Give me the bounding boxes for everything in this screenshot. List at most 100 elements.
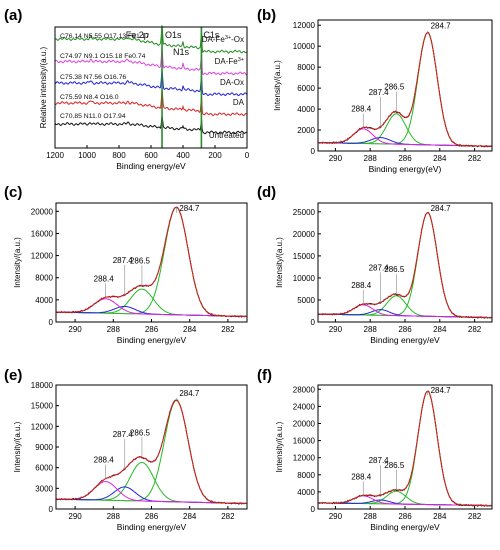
y-tick-label-c-5: 20000: [31, 207, 54, 216]
peak-label-d-2: 287.4: [369, 263, 390, 272]
y-tick-label-f-0: 0: [311, 505, 316, 514]
y-tick-label-b-1: 2000: [297, 126, 315, 135]
envelope-line-b: [318, 32, 492, 147]
y-tick-label-e-3: 9000: [35, 443, 53, 452]
y-tick-label-e-6: 18000: [31, 381, 54, 390]
component-peak-e-0: [56, 400, 247, 504]
y-axis-label-b: Intensity/(a.u.): [273, 60, 282, 111]
raw-data-line-b: [317, 32, 492, 148]
y-tick-label-c-1: 4000: [35, 296, 53, 305]
series-name-4: Untreated: [209, 131, 244, 140]
peak-label-c-1: 286.5: [130, 257, 151, 266]
y-tick-label-f-2: 8000: [297, 471, 315, 480]
peak-label-f-0: 284.7: [431, 386, 452, 395]
x-tick-label-e-2: 286: [145, 512, 159, 521]
x-tick-label-d-1: 288: [364, 325, 378, 334]
envelope-line-c: [55, 206, 247, 317]
x-tick-label-e-3: 284: [183, 512, 197, 521]
peak-label-e-3: 288.4: [94, 456, 115, 465]
y-axis-label-e: Intensity/(a.u.): [13, 421, 22, 472]
peak-label-e-1: 286.5: [130, 428, 151, 437]
component-peak-c-3: [55, 298, 247, 317]
y-tick-label-e-5: 15000: [31, 402, 54, 411]
y-tick-label-f-4: 16000: [293, 437, 316, 446]
peak-label-o1s: O1s: [165, 30, 182, 40]
series-name-3: DA: [233, 98, 245, 107]
survey-line-2: [54, 69, 248, 97]
y-tick-label-e-1: 3000: [35, 484, 53, 493]
y-axis-label-c: Intensity/(a.u.): [13, 237, 22, 288]
x-tick-label-a-5: 200: [208, 151, 222, 160]
y-axis-label-a: Relative intensity/(a.u.): [39, 46, 48, 128]
composition-label-4: C70.85 N11.0 O17.94: [60, 113, 126, 120]
y-tick-label-b-3: 6000: [297, 84, 315, 93]
x-tick-label-f-0: 290: [329, 512, 343, 521]
axes-frame-c: [55, 202, 248, 323]
peak-label-b-1: 286.5: [384, 83, 405, 92]
x-tick-label-b-1: 288: [364, 154, 378, 163]
peak-label-e-2: 287.4: [113, 430, 134, 439]
y-tick-label-d-1: 5000: [297, 296, 315, 305]
x-axis-label-b: Binding energy(eV): [369, 164, 442, 174]
panel-label-e: (e): [4, 367, 22, 384]
raw-data-line-c: [56, 206, 247, 318]
x-tick-label-a-2: 800: [112, 151, 126, 160]
series-name-1: DA-Fe3+: [215, 57, 244, 66]
x-tick-label-f-4: 282: [468, 512, 482, 521]
x-tick-label-c-2: 286: [145, 325, 159, 334]
x-tick-label-b-4: 282: [468, 154, 482, 163]
peak-label-b-0: 284.7: [431, 22, 452, 31]
component-peak-e-1: [56, 462, 247, 504]
y-tick-label-d-0: 0: [311, 318, 316, 327]
x-tick-label-a-6: 0: [245, 151, 250, 160]
x-tick-label-d-4: 282: [468, 325, 482, 334]
peak-label-d-1: 286.5: [384, 265, 405, 274]
survey-line-0: [54, 25, 248, 54]
x-tick-label-d-2: 286: [398, 325, 412, 334]
peak-label-f-2: 287.4: [369, 456, 390, 465]
x-axis-label-d: Binding energy/eV: [370, 335, 440, 345]
component-peak-d-3: [318, 304, 492, 319]
x-tick-label-a-1: 1000: [78, 151, 96, 160]
composition-label-0: C76.14 N5.55 O17.13 Fe1.17: [60, 33, 149, 40]
y-tick-label-b-0: 0: [311, 147, 316, 156]
peak-label-d-0: 284.7: [431, 204, 452, 213]
axes-frame-f: [317, 384, 493, 510]
peak-label-n1s: N1s: [173, 47, 190, 57]
survey-line-3: [54, 90, 248, 117]
composition-label-1: C74.97 N9.1 O15.18 Fe0.74: [60, 53, 146, 60]
y-tick-label-e-0: 0: [49, 505, 54, 514]
axes-frame-d: [317, 202, 493, 323]
panel-label-b: (b): [257, 7, 276, 24]
x-tick-label-c-1: 288: [107, 325, 121, 334]
peak-label-f-3: 288.4: [351, 472, 372, 481]
x-tick-label-c-3: 284: [183, 325, 197, 334]
envelope-line-d: [318, 212, 492, 319]
panel-label-d: (d): [257, 184, 276, 201]
x-tick-label-a-0: 1200: [46, 151, 64, 160]
composition-label-3: C75.59 N8.4 O16.0: [60, 94, 119, 101]
peak-label-b-2: 287.4: [369, 88, 390, 97]
x-tick-label-f-1: 288: [364, 512, 378, 521]
component-peak-b-0: [318, 32, 492, 147]
y-tick-label-c-2: 8000: [35, 274, 53, 283]
x-tick-label-a-4: 400: [176, 151, 190, 160]
x-axis-label-a: Binding energy/eV: [116, 161, 186, 171]
panel-a: (a)C76.14 N5.55 O17.13 Fe1.17 DA-Fe3+-OxC…: [4, 7, 250, 171]
y-tick-label-d-3: 15000: [293, 252, 316, 261]
envelope-line-f: [317, 390, 492, 507]
y-tick-label-f-6: 24000: [293, 402, 316, 411]
y-tick-label-f-3: 12000: [293, 454, 316, 463]
y-tick-label-e-2: 6000: [35, 464, 53, 473]
y-tick-label-f-7: 28000: [293, 385, 316, 394]
x-tick-label-e-4: 282: [221, 512, 235, 521]
panel-label-a: (a): [4, 7, 22, 24]
y-tick-label-e-4: 12000: [31, 422, 54, 431]
peak-label-c-2: 287.4: [113, 256, 134, 265]
peak-label-e-0: 284.7: [179, 389, 200, 398]
x-tick-label-e-0: 290: [68, 512, 82, 521]
y-tick-label-f-1: 4000: [297, 488, 315, 497]
y-tick-label-b-4: 8000: [297, 63, 315, 72]
